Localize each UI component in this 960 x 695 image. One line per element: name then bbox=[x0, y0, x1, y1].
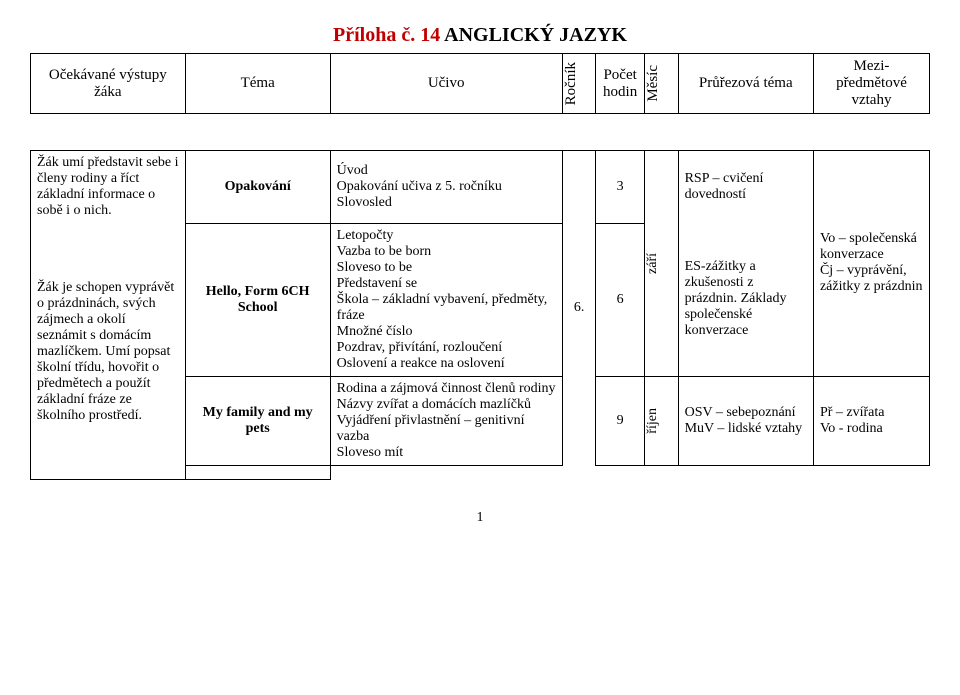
cell-ucivo1: Úvod Opakování učiva z 5. ročníku Slovos… bbox=[330, 151, 562, 224]
th-mesic: Měsíc bbox=[644, 54, 678, 114]
th-ocekavane: Očekávané výstupy žáka bbox=[31, 54, 186, 114]
content-table: Žák umí představit sebe i členy rodiny a… bbox=[30, 150, 930, 480]
cell-ucivo3: Rodina a zájmová činnost členů rodiny Ná… bbox=[330, 376, 562, 465]
cell-tema3: My family and my pets bbox=[185, 376, 330, 465]
title-red: Příloha č. 14 bbox=[333, 24, 440, 46]
cell-rocnik-bottom bbox=[185, 465, 330, 480]
cell-pruz3: OSV – sebepoznání MuV – lidské vztahy bbox=[678, 376, 813, 465]
title-black: ANGLICKÝ JAZYK bbox=[440, 24, 627, 46]
cell-ocek-bottom bbox=[31, 465, 186, 480]
th-tema: Téma bbox=[185, 54, 330, 114]
cell-ocek1: Žák umí představit sebe i členy rodiny a… bbox=[31, 151, 186, 224]
th-rocnik: Ročník bbox=[562, 54, 596, 114]
cell-hodin1: 3 bbox=[596, 151, 644, 224]
page-number: 1 bbox=[30, 510, 930, 526]
cell-tema1: Opakování bbox=[185, 151, 330, 224]
cell-mezi1: Vo – společenská konverzace Čj – vyprávě… bbox=[813, 151, 929, 377]
header-table: Očekávané výstupy žáka Téma Učivo Ročník… bbox=[30, 53, 930, 114]
cell-pruz2: ES-zážitky a zkušenosti z prázdnin. Zákl… bbox=[678, 223, 813, 376]
page-title: Příloha č. 14 ANGLICKÝ JAZYK bbox=[30, 24, 930, 47]
cell-hodin3: 9 bbox=[596, 376, 644, 465]
cell-mezi2: Př – zvířata Vo - rodina bbox=[813, 376, 929, 465]
cell-rocnik: 6. bbox=[562, 151, 596, 466]
spacer-table bbox=[30, 114, 930, 150]
cell-mesic1: září bbox=[644, 151, 678, 377]
th-ucivo: Učivo bbox=[330, 54, 562, 114]
cell-hodin2: 6 bbox=[596, 223, 644, 376]
cell-tema2: Hello, Form 6CH School bbox=[185, 223, 330, 376]
cell-ocek2: Žák je schopen vyprávět o prázdninách, s… bbox=[31, 223, 186, 465]
th-prurezova: Průřezová téma bbox=[678, 54, 813, 114]
cell-mesic2: říjen bbox=[644, 376, 678, 465]
th-pocet-hodin: Počet hodin bbox=[596, 54, 644, 114]
cell-pruz1: RSP – cvičení dovedností bbox=[678, 151, 813, 224]
cell-ucivo2: Letopočty Vazba to be born Sloveso to be… bbox=[330, 223, 562, 376]
th-mezi: Mezi-předmětové vztahy bbox=[813, 54, 929, 114]
